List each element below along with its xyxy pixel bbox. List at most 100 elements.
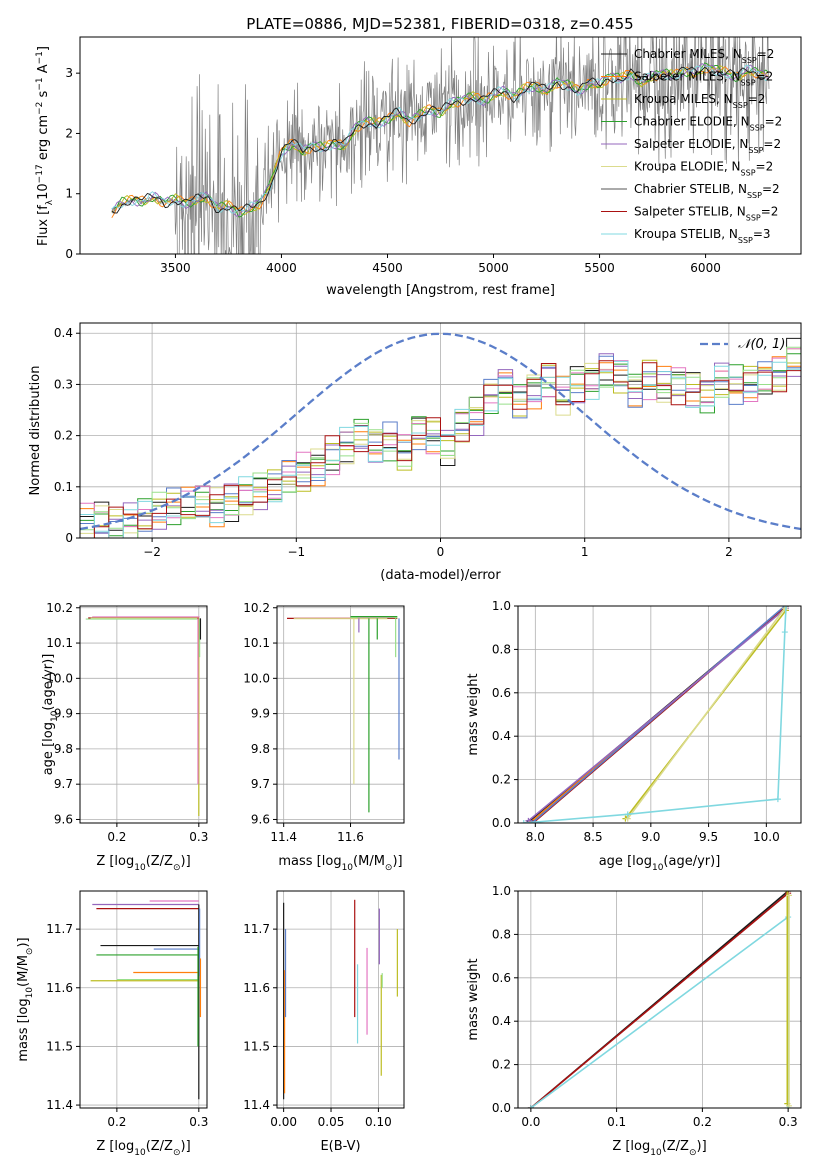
legend-sub: SSP (741, 168, 756, 177)
y-axis-label: mass weight (466, 673, 481, 755)
label-part: λ (45, 199, 55, 205)
y-axis-label: mass [log10(M/M⊙)] (16, 937, 35, 1061)
label-part: −2 (35, 102, 45, 115)
panel-mass-vs-ebv: 0.00 0.05 0.10 11.4 11.5 11.6 11.7 E(B-V) (243, 890, 405, 1154)
label-part: (Z/Z (662, 1139, 689, 1154)
legend-sub: SSP (748, 146, 763, 155)
y-tick-label: 10.1 (243, 636, 270, 650)
marker (781, 629, 788, 636)
y-tick-label: 0.1 (54, 480, 73, 494)
legend-sub: SSP (746, 213, 761, 222)
histogram-step-line (80, 359, 801, 538)
x-tick-label: 0.3 (779, 1115, 798, 1129)
label-part: 10 (25, 987, 35, 999)
legend-label: Chabrier STELIB, NSSP=2 (634, 182, 780, 200)
x-axis-label: Z [log10(Z/Z⊙)] (612, 1139, 706, 1158)
weight-line (530, 915, 789, 1108)
spectrum-plot-area (111, 37, 770, 254)
histogram-step-line (80, 348, 801, 534)
label-part: Flux [f (36, 205, 51, 246)
label-part: erg cm (36, 115, 51, 164)
marker (527, 1105, 534, 1108)
y-tick-label: 0.6 (492, 686, 511, 700)
axes-frame (517, 605, 802, 824)
x-axis-label: (data-model)/error (380, 568, 501, 583)
marker (782, 606, 789, 609)
legend-sub: SSP (741, 78, 756, 87)
label-part: age [log (41, 722, 56, 775)
label-part: (Z/Z (146, 854, 173, 869)
y-axis-label: age [log10(age/yr)] (41, 654, 60, 776)
legend-sub: SSP (747, 191, 762, 200)
x-tick-label: 0.00 (270, 1115, 297, 1129)
x-tick-label: 9.0 (641, 830, 660, 844)
y-tick-label: 0.2 (492, 1058, 511, 1072)
y-tick-label: 11.6 (46, 981, 73, 995)
label-part: ⊙ (385, 863, 393, 873)
axes-frame (79, 605, 208, 824)
marker (785, 914, 792, 921)
x-tick-label: 8.0 (526, 830, 545, 844)
label-part: 10 (134, 1148, 146, 1158)
plot-area (527, 891, 792, 1108)
y-tick-label: 0.0 (492, 1101, 511, 1115)
weight-line (627, 607, 786, 820)
label-part: 10 (50, 710, 60, 722)
x-tick-label: −2 (143, 545, 161, 559)
y-tick-label: 10.0 (243, 671, 270, 685)
axes-frame (517, 890, 802, 1109)
x-tick-label: 0.10 (365, 1115, 392, 1129)
label-part: (Z/Z (146, 1139, 173, 1154)
label-part: −1 (35, 77, 45, 90)
plot-area (283, 899, 398, 1100)
legend-label: Salpeter MILES, NSSP=2 (634, 70, 773, 88)
axes-frame (276, 605, 405, 824)
x-tick-label: 1 (581, 545, 589, 559)
panel-residual-histogram: −2 −1 0 1 2 0 0.1 0.2 0.3 0.4 𝒩(0, 1) (data-model)/… (28, 322, 802, 583)
label-part: 10 (134, 863, 146, 873)
legend-sub: SSP (742, 56, 757, 65)
y-tick-label: 9.6 (54, 812, 73, 826)
legend-label: Kroupa STELIB, NSSP=3 (634, 227, 771, 245)
label-part: (M/M (16, 955, 31, 987)
y-tick-label: 11.5 (46, 1039, 73, 1053)
label-part: 10 (36, 183, 51, 200)
y-axis-label: Normed distribution (28, 366, 43, 496)
x-tick-label: 10.0 (753, 830, 780, 844)
x-tick-label: 0.0 (521, 1115, 540, 1129)
x-tick-label: 0.1 (607, 1115, 626, 1129)
histogram-step-line (80, 356, 801, 538)
label-part: ⊙ (173, 1148, 181, 1158)
legend-label: Chabrier ELODIE, NSSP=2 (634, 115, 782, 133)
y-tick-label: 10.0 (46, 671, 73, 685)
x-tick-label: 4500 (372, 261, 403, 275)
x-tick-label: 0.2 (107, 830, 126, 844)
y-tick-label: 9.8 (251, 742, 270, 756)
y-tick-label: 11.5 (243, 1039, 270, 1053)
label-part: mass [log (16, 998, 31, 1061)
legend-sub: SSP (738, 236, 753, 245)
label-part: Z [log (612, 1139, 650, 1154)
legend-suffix: =2 (748, 92, 766, 106)
label-part: )] (181, 854, 191, 869)
panel-mass-weight-vs-age: 8.0 8.5 9.0 9.5 10.0 0.0 0.2 0.4 0.6 0.8 1.0 age [l… (466, 599, 802, 873)
legend-text: Salpeter MILES, N (634, 70, 741, 84)
y-tick-label: 0.4 (492, 1014, 511, 1028)
axes-frame (79, 36, 802, 255)
legend-suffix: =3 (753, 227, 771, 241)
y-tick-label: 9.8 (54, 742, 73, 756)
spectrum-model-line (111, 64, 769, 214)
legend-label: Salpeter STELIB, NSSP=2 (634, 205, 778, 223)
y-axis-label: mass weight (466, 958, 481, 1040)
panel-age-vs-Z: 0.2 0.39.69.79.89.910.010.110.2Z [log10(Z… (41, 601, 208, 873)
label-part: (age/yr)] (41, 654, 56, 711)
legend-text: Chabrier MILES, N (634, 47, 742, 61)
label-part: (M/M (353, 854, 385, 869)
plot-area (85, 616, 202, 816)
x-tick-label: 5000 (478, 261, 509, 275)
x-axis-label: Z [log10(Z/Z⊙)] (96, 854, 190, 873)
x-tick-label: 8.5 (584, 830, 603, 844)
x-tick-label: 9.5 (699, 830, 718, 844)
label-part: ] (36, 46, 51, 51)
histogram-plot-area (80, 332, 801, 538)
